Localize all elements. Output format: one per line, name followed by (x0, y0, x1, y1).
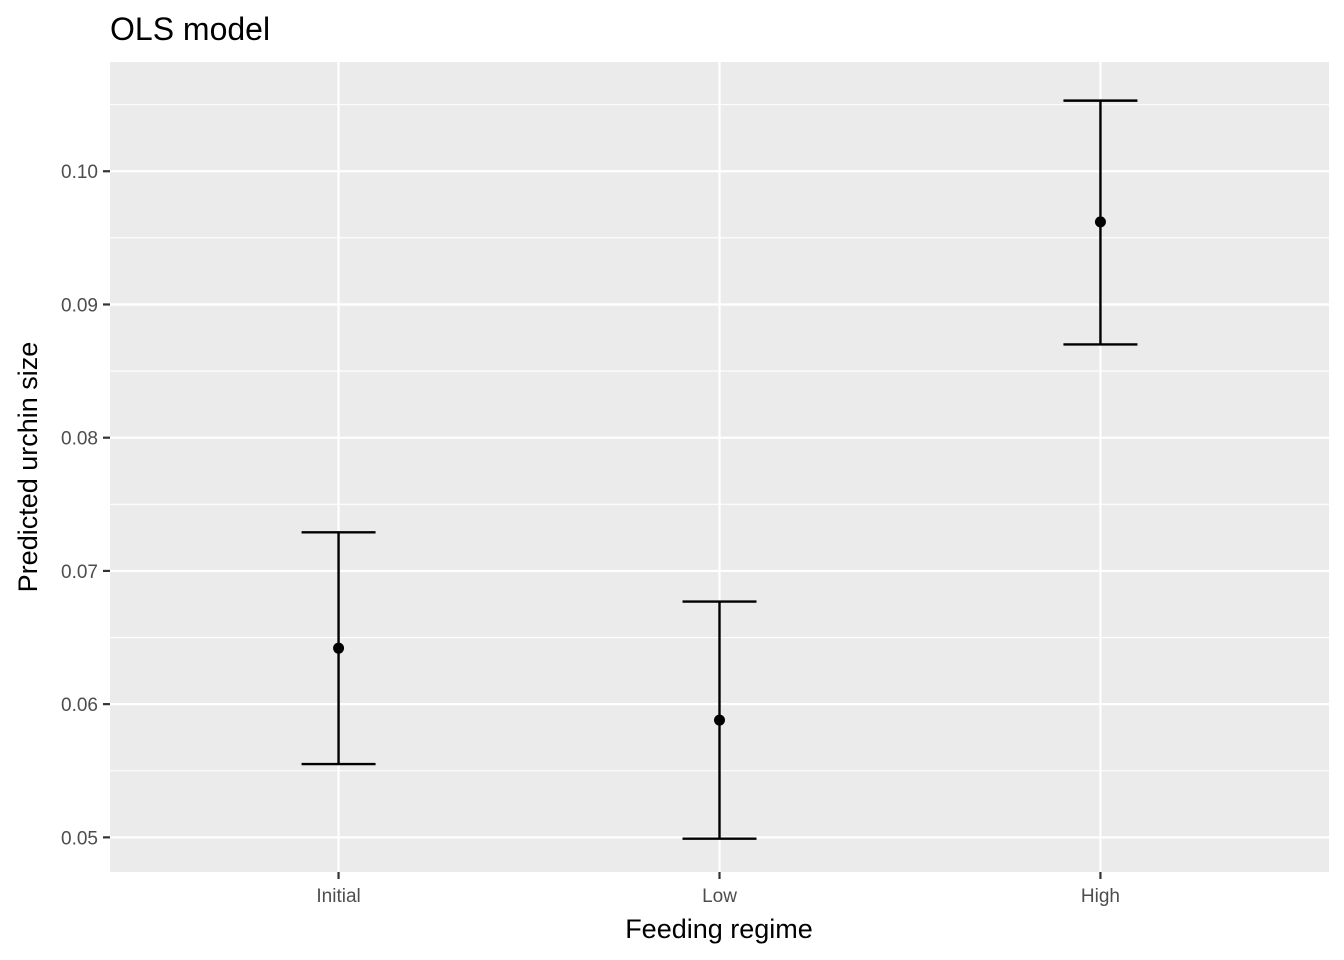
x-tick-label: High (1081, 886, 1120, 907)
y-tick-label: 0.06 (61, 695, 98, 716)
y-tick-label: 0.08 (61, 429, 98, 450)
chart-title: OLS model (110, 11, 270, 47)
major-gridlines (110, 62, 1329, 872)
estimate-point (1094, 216, 1106, 228)
x-tick-label: Low (702, 886, 737, 907)
errorbar-low (682, 600, 757, 840)
x-axis-title: Feeding regime (625, 914, 813, 944)
x-tick-label: Initial (316, 886, 360, 907)
errorbar-marks (301, 99, 1138, 840)
errorbar-initial (301, 531, 376, 766)
y-axis-title: Predicted urchin size (13, 342, 43, 593)
errorbar-high (1063, 99, 1138, 346)
y-axis: 0.05 0.06 0.07 0.08 0.09 0.10 (61, 162, 110, 849)
estimate-point (333, 642, 345, 654)
estimate-point (714, 714, 725, 726)
y-tick-label: 0.10 (61, 162, 98, 183)
y-tick-label: 0.05 (61, 828, 98, 849)
y-tick-label: 0.07 (61, 562, 98, 583)
y-tick-label: 0.09 (61, 295, 98, 316)
x-axis: Initial Low High (316, 872, 1120, 907)
